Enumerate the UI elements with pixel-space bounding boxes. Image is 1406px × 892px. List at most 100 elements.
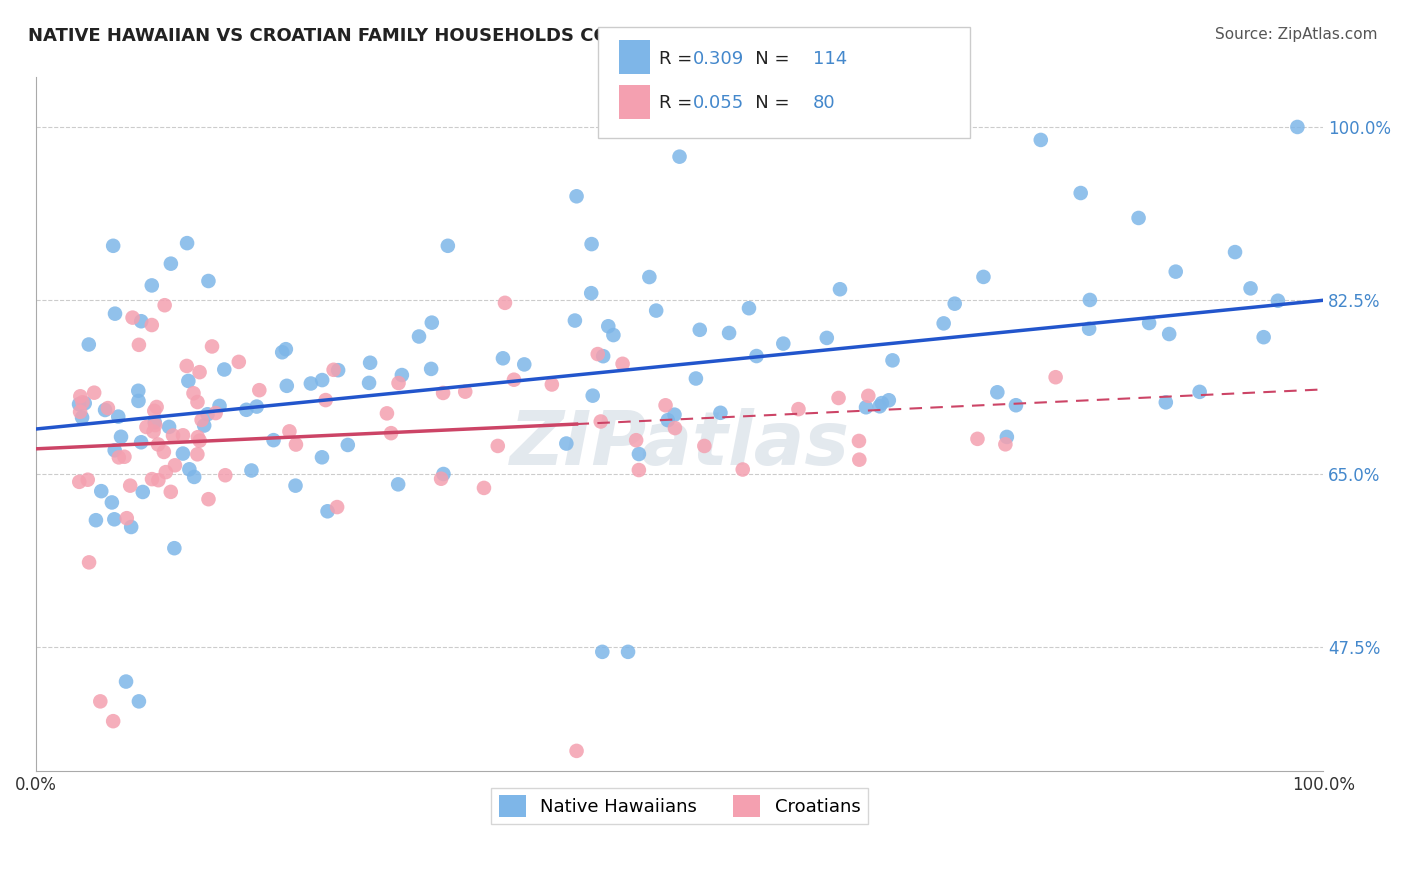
Point [247,383,270,397]
Point [284,437,307,451]
Point [582,389,605,403]
Text: 0.055: 0.055 [693,95,744,112]
Point [120,520,142,534]
Point [430,472,453,486]
Point [564,313,586,327]
Point [966,432,988,446]
Point [612,357,634,371]
Point [624,434,647,448]
Point [994,437,1017,451]
Point [1164,265,1187,279]
Point [159,484,181,499]
Point [555,436,578,450]
Point [162,428,184,442]
Point [657,413,679,427]
Point [408,329,430,343]
Point [284,478,307,492]
Point [848,452,870,467]
Point [271,345,294,359]
Point [420,362,443,376]
Point [141,318,163,332]
Point [153,298,176,312]
Point [1005,398,1028,412]
Point [172,428,194,442]
Point [104,443,127,458]
Point [235,402,257,417]
Point [107,409,129,424]
Point [1128,211,1150,225]
Point [745,349,768,363]
Point [148,473,170,487]
Point [855,401,877,415]
Point [380,426,402,441]
Point [115,511,138,525]
Point [160,257,183,271]
Point [689,323,711,337]
Point [143,418,166,433]
Point [90,484,112,499]
Point [602,328,624,343]
Point [101,239,124,253]
Point [263,433,285,447]
Point [101,495,124,509]
Point [1154,395,1177,409]
Point [454,384,477,399]
Point [877,393,900,408]
Point [204,406,226,420]
Point [565,189,588,203]
Point [193,418,215,433]
Point [187,430,209,444]
Point [815,331,838,345]
Point [503,373,526,387]
Point [472,481,495,495]
Point [787,402,810,417]
Point [1223,245,1246,260]
Point [311,450,333,465]
Text: Source: ZipAtlas.com: Source: ZipAtlas.com [1215,27,1378,42]
Point [129,435,152,450]
Point [627,447,650,461]
Point [69,405,91,419]
Point [141,472,163,486]
Point [387,477,409,491]
Point [986,385,1008,400]
Point [494,296,516,310]
Point [163,541,186,556]
Point [486,439,509,453]
Point [143,415,166,429]
Point [101,714,124,728]
Point [869,399,891,413]
Point [437,239,460,253]
Point [627,463,650,477]
Point [153,445,176,459]
Point [110,430,132,444]
Point [848,434,870,448]
Point [870,396,893,410]
Point [135,420,157,434]
Point [141,278,163,293]
Point [1188,384,1211,399]
Point [858,389,880,403]
Point [882,353,904,368]
Point [718,326,741,340]
Point [240,463,263,477]
Point [668,150,690,164]
Point [731,462,754,476]
Point [1029,133,1052,147]
Point [145,400,167,414]
Point [104,307,127,321]
Point [685,371,707,385]
Point [179,462,201,476]
Point [183,470,205,484]
Point [1078,293,1101,307]
Point [276,379,298,393]
Legend: Native Hawaiians, Croatians: Native Hawaiians, Croatians [492,788,868,824]
Point [617,645,640,659]
Text: NATIVE HAWAIIAN VS CROATIAN FAMILY HOUSEHOLDS CORRELATION CHART: NATIVE HAWAIIAN VS CROATIAN FAMILY HOUSE… [28,27,796,45]
Point [127,384,149,398]
Point [645,303,668,318]
Point [208,399,231,413]
Point [1137,316,1160,330]
Point [121,310,143,325]
Point [89,694,111,708]
